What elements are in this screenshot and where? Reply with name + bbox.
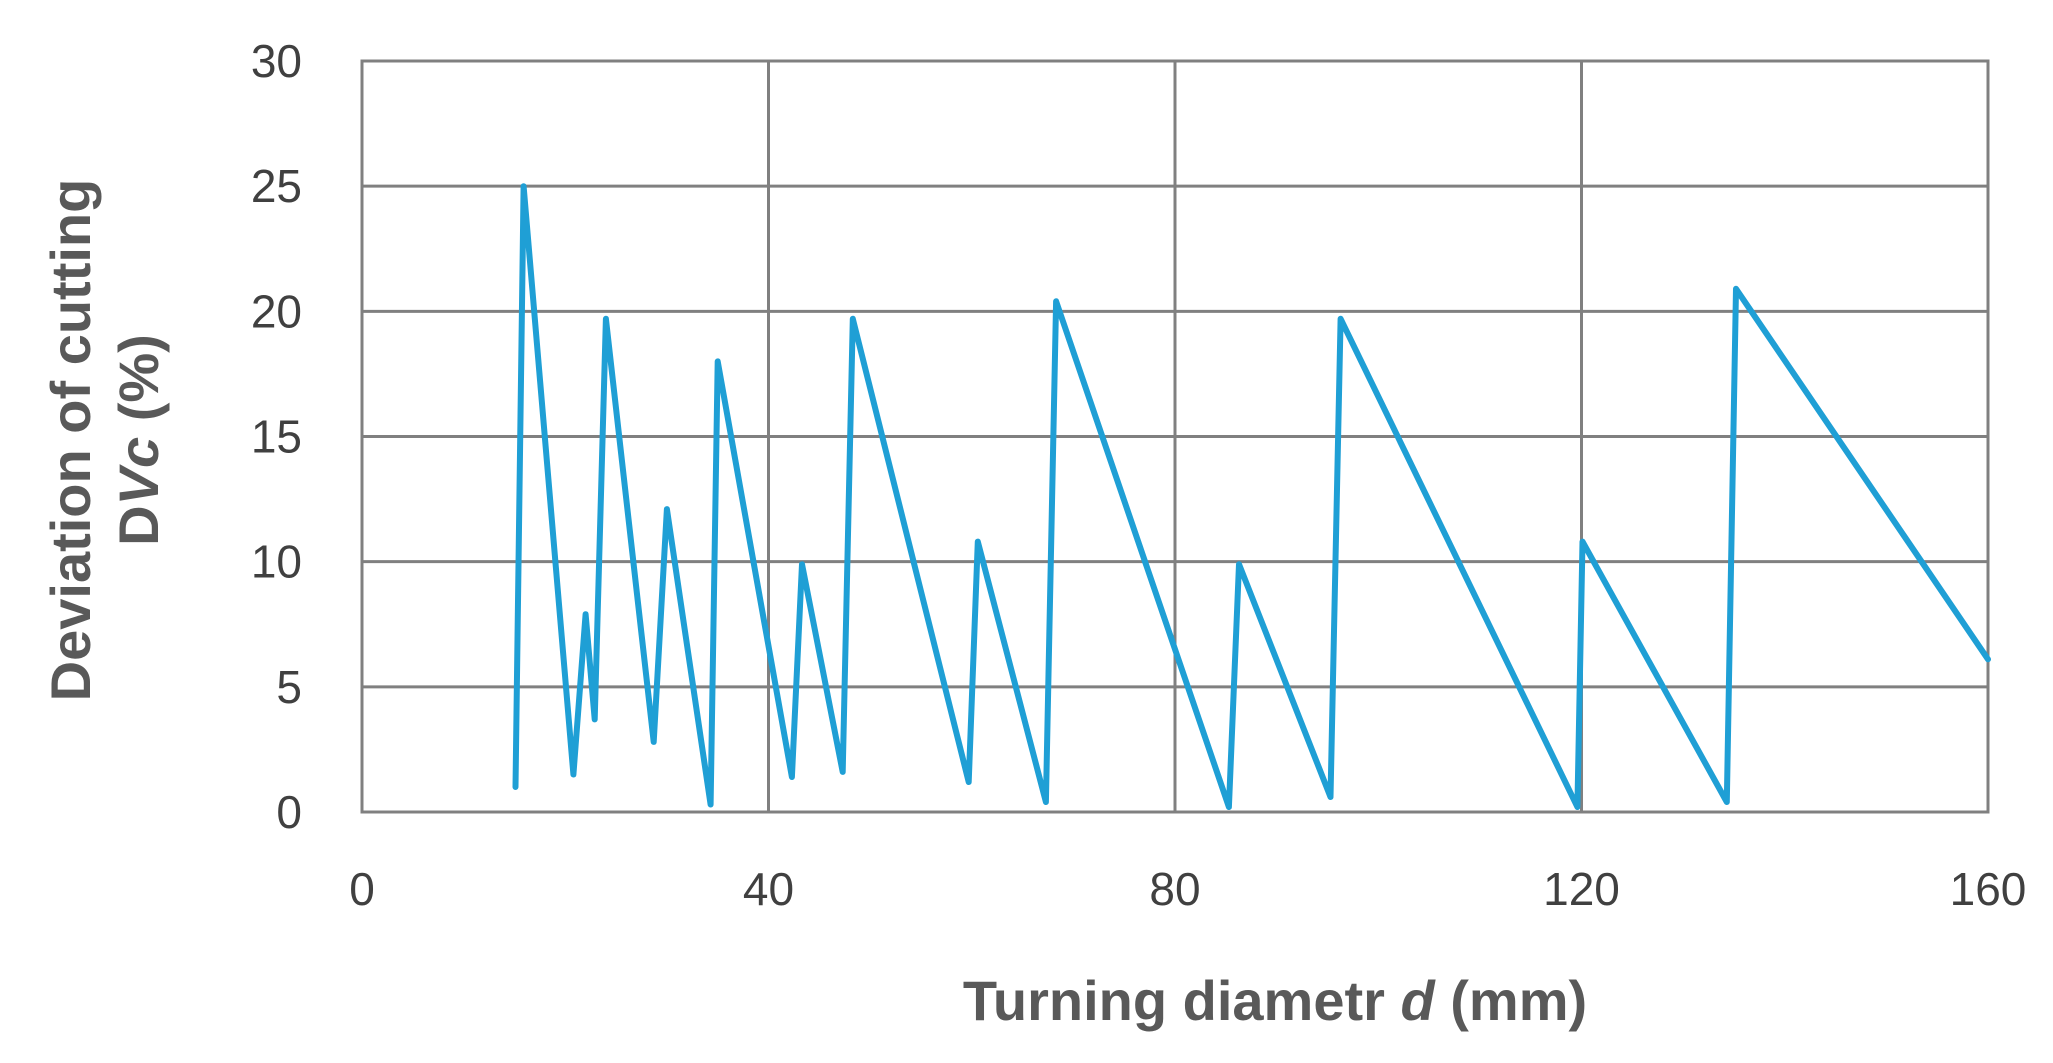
y-tick-labels: 0 5 10 15 20 25 30 <box>251 35 302 838</box>
grid-lines <box>360 59 1990 814</box>
y-tick-label: 10 <box>251 536 302 588</box>
x-axis-title-unit: (mm) <box>1435 969 1587 1032</box>
y-tick-label: 25 <box>251 160 302 212</box>
y-axis-title-line2: DVc (%) <box>107 334 170 546</box>
x-tick-label: 80 <box>1149 863 1200 915</box>
x-tick-label: 40 <box>743 863 794 915</box>
x-axis-title-variable: d <box>1400 969 1436 1032</box>
y-tick-label: 20 <box>251 285 302 337</box>
y-tick-label: 30 <box>251 35 302 87</box>
y-axis-title: Deviation of cutting DVc (%) <box>39 179 170 702</box>
x-axis-title-part: Turning diametr <box>963 969 1401 1032</box>
x-tick-label: 160 <box>1950 863 2027 915</box>
x-tick-label: 120 <box>1543 863 1620 915</box>
y-axis-title-prefix: D <box>107 505 170 545</box>
x-tick-label: 0 <box>349 863 375 915</box>
x-tick-labels: 0 40 80 120 160 <box>349 863 2026 915</box>
y-axis-title-unit: (%) <box>107 334 170 437</box>
y-tick-label: 5 <box>276 661 302 713</box>
plot-frame <box>360 59 1990 814</box>
series-layer <box>512 183 1991 810</box>
x-axis-title: Turning diametr d (mm) <box>963 969 1587 1032</box>
y-tick-label: 0 <box>276 786 302 838</box>
series-line <box>512 183 1991 810</box>
y-axis-title-variable: Vc <box>107 437 170 506</box>
y-axis-title-line1: Deviation of cutting <box>39 179 102 702</box>
y-tick-label: 15 <box>251 411 302 463</box>
